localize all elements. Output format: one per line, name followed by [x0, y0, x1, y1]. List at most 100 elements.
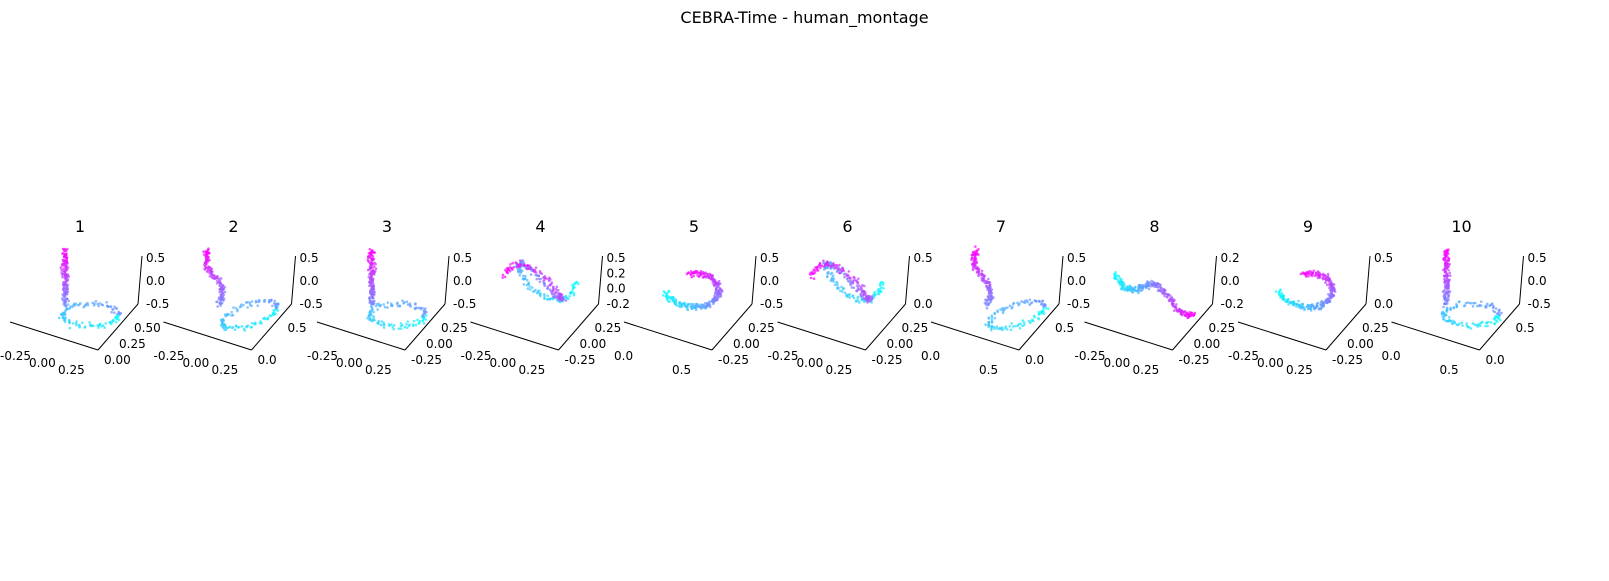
scatter-point: [1446, 296, 1450, 300]
scatter-point: [859, 295, 863, 298]
scatter-point: [692, 302, 695, 306]
scatter-point: [367, 275, 371, 279]
panel-10: 10 0.0 0.5 0.0 0.5 -0.5 0.0 0.5: [1382, 217, 1551, 377]
scatter-point: [849, 283, 852, 287]
scatter-point: [208, 251, 211, 255]
x-tick-label: -0.25: [0, 349, 31, 363]
scatter-point: [1129, 285, 1133, 289]
scatter-point: [1458, 322, 1461, 326]
scatter-point: [1492, 304, 1495, 308]
scatter-point: [712, 283, 715, 286]
scatter-point: [520, 269, 524, 273]
scatter-point: [1307, 274, 1310, 278]
x-tick-label: 0.00: [490, 356, 517, 370]
scatter-point: [244, 301, 248, 304]
scatter-point: [1307, 304, 1310, 308]
x-tick-label: 0.00: [1104, 356, 1131, 370]
z-axis-line: [1365, 255, 1371, 305]
x-tick-label: 0.5: [979, 363, 998, 377]
scatter-point: [114, 320, 118, 324]
scatter-point: [1451, 322, 1455, 326]
z-axis-line: [137, 255, 143, 305]
scatter-point: [369, 289, 372, 293]
y-tick-label: 0.25: [1209, 321, 1236, 335]
y-tick-label: 0.5: [1516, 321, 1535, 335]
scatter-point: [83, 325, 87, 329]
scatter-point: [1307, 307, 1311, 310]
scatter-point: [1300, 302, 1304, 306]
x-tick-label: 0.25: [1286, 363, 1313, 377]
scatter-point: [1163, 292, 1167, 296]
scatter-point: [417, 322, 421, 325]
scatter-point: [1497, 317, 1500, 320]
scatter-point: [1314, 274, 1317, 277]
scatter-point: [1010, 322, 1013, 325]
scatter-point: [685, 272, 689, 276]
scatter-point: [990, 294, 993, 298]
scatter-point: [1496, 312, 1500, 315]
scatter-point: [61, 316, 65, 320]
scatter-point: [1495, 320, 1499, 323]
y-axis-line: [1018, 303, 1060, 351]
scatter-point: [1452, 306, 1456, 310]
scatter-point: [1187, 316, 1190, 319]
scatter-point: [549, 297, 552, 301]
x-axis-line: [470, 321, 559, 351]
scatter-point: [89, 323, 92, 327]
scatter-point: [1499, 318, 1502, 322]
scatter-point: [208, 265, 211, 269]
figure-title: CEBRA-Time - human_montage: [680, 8, 929, 27]
scatter-point: [501, 276, 504, 279]
scatter-point: [219, 277, 223, 280]
panel-title: 9: [1303, 217, 1313, 236]
scatter-point: [1493, 317, 1497, 320]
scatter-point: [537, 277, 541, 281]
scatter-point: [1018, 302, 1021, 306]
z-axis-line: [905, 255, 910, 305]
x-tick-label: -0.25: [461, 349, 492, 363]
scatter-point: [837, 268, 840, 271]
scatter-point: [368, 296, 372, 299]
scatter-point: [1123, 288, 1126, 292]
scatter-point: [67, 275, 71, 278]
scatter-point: [1001, 328, 1004, 332]
scatter-point: [987, 323, 991, 327]
scatter-point: [68, 326, 72, 330]
scatter-point: [245, 325, 248, 329]
scatter-point: [529, 267, 533, 270]
scatter-point: [546, 285, 549, 288]
scatter-point: [403, 325, 407, 329]
scatter-point: [419, 306, 422, 310]
scatter-point: [202, 250, 205, 253]
scatter-point: [527, 267, 531, 271]
x-tick-label: 0.25: [58, 363, 85, 377]
scatter-point: [840, 285, 843, 289]
scatter-point: [368, 311, 372, 315]
scatter-point: [400, 323, 404, 327]
scatter-point: [1443, 261, 1447, 265]
scatter-point: [402, 301, 405, 305]
scatter-point: [861, 283, 864, 287]
scatter-point: [543, 282, 546, 286]
scatter-point: [64, 278, 68, 282]
scatter-point: [392, 327, 396, 331]
scatter-point: [219, 297, 223, 300]
z-tick-label: -0.2: [607, 297, 630, 311]
scatter-point: [61, 275, 64, 279]
scatter-point: [1140, 286, 1143, 290]
scatter-point: [1326, 276, 1330, 279]
scatter-point: [527, 282, 531, 286]
scatter-point: [1113, 274, 1117, 278]
scatter-point: [864, 293, 867, 296]
y-tick-label: 0.0: [1025, 353, 1044, 367]
scatter-point: [713, 295, 717, 299]
scatter-point: [1448, 271, 1452, 275]
scatter-point: [1303, 308, 1306, 312]
scatter-point: [1446, 290, 1450, 294]
scatter-point: [1473, 301, 1477, 305]
scatter-point: [1462, 304, 1466, 308]
scatter-point: [985, 284, 988, 288]
scatter-point: [714, 292, 717, 295]
scatter-point: [66, 303, 70, 306]
scatter-point: [1319, 307, 1323, 311]
